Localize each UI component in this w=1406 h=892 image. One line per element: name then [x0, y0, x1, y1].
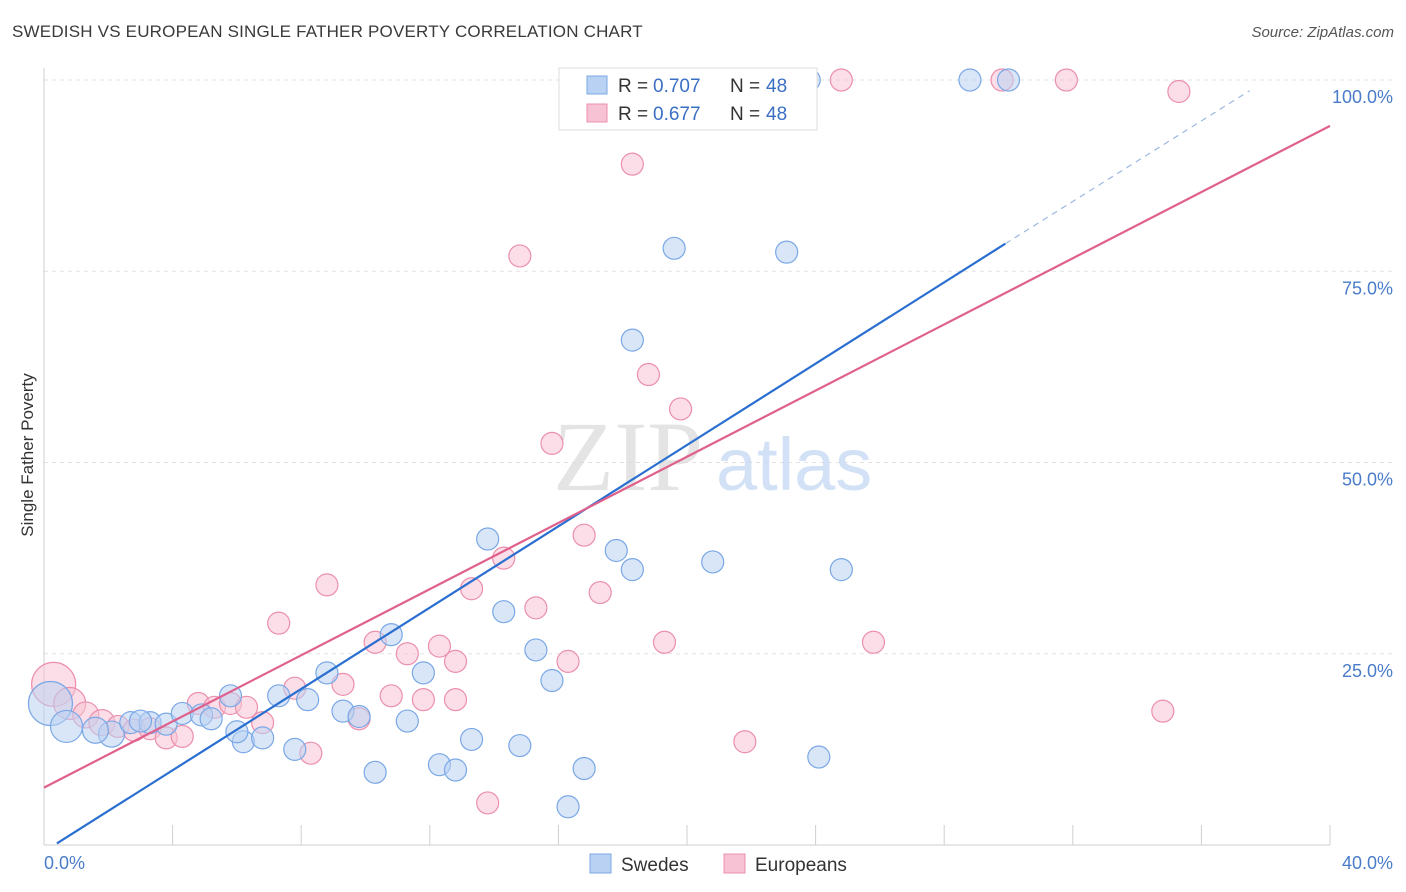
- point-swedes-20: [363, 760, 387, 784]
- point-europeans-36: [652, 630, 677, 654]
- point-swedes-46: [128, 709, 153, 733]
- y-tick-labels: 25.0% 50.0% 75.0% 100.0%: [1332, 87, 1393, 681]
- trend-line-swedes-extension: [1004, 90, 1250, 245]
- trend-line-europeans: [43, 124, 1331, 789]
- legend-r-value-swedes: 0.707: [653, 76, 701, 97]
- top-legend: R = 0.707 N = 48 R = 0.677 N = 48: [558, 67, 818, 131]
- point-europeans-43: [1167, 79, 1191, 104]
- point-europeans-47: [443, 688, 468, 712]
- point-europeans-27: [476, 791, 500, 815]
- point-europeans-12: [234, 695, 259, 719]
- legend-n-value-europeans: 48: [766, 104, 787, 125]
- y-axis-label: Single Father Poverty: [18, 373, 37, 537]
- top-legend-swatch-swedes: [586, 75, 608, 95]
- point-swedes-40: [829, 557, 853, 582]
- point-europeans-25: [443, 649, 468, 674]
- point-swedes-25: [459, 727, 484, 752]
- point-swedes-36: [662, 236, 686, 260]
- point-europeans-33: [588, 580, 612, 605]
- point-swedes-24: [443, 758, 468, 782]
- point-swedes-41: [958, 68, 982, 92]
- point-europeans-18: [331, 672, 355, 696]
- watermark: ZIP atlas: [553, 401, 872, 512]
- point-swedes-27: [492, 600, 516, 624]
- point-europeans-22: [395, 642, 419, 666]
- point-europeans-38: [508, 244, 532, 268]
- series-swedes-points: [27, 68, 1021, 819]
- point-swedes-35: [620, 328, 644, 352]
- point-europeans-30: [540, 431, 564, 455]
- point-europeans-35: [636, 362, 661, 387]
- source-credit: Source: ZipAtlas.com: [1251, 24, 1394, 41]
- point-swedes-26: [476, 527, 500, 551]
- point-swedes-33: [604, 538, 628, 563]
- axes: [43, 68, 1331, 846]
- point-europeans-17: [315, 573, 339, 597]
- bottom-legend-swatch-swedes: [589, 853, 612, 874]
- bottom-legend: Swedes Europeans: [589, 853, 847, 876]
- bottom-legend-label-europeans: Europeans: [755, 855, 847, 876]
- y-tick-label-0: 25.0%: [1342, 661, 1393, 681]
- point-swedes-28: [508, 733, 532, 758]
- point-europeans-14: [267, 611, 291, 635]
- legend-r-label-swedes: R =: [618, 76, 648, 97]
- point-europeans-41: [1054, 68, 1078, 92]
- bottom-legend-label-swedes: Swedes: [621, 855, 689, 876]
- point-swedes-3: [81, 716, 110, 744]
- legend-n-value-swedes: 48: [766, 76, 787, 97]
- point-europeans-40: [861, 630, 886, 654]
- point-europeans-31: [556, 649, 580, 674]
- point-swedes-31: [556, 795, 580, 819]
- point-europeans-34: [620, 152, 644, 176]
- x-tick-label-max: 40.0%: [1342, 853, 1393, 873]
- point-swedes-30: [540, 668, 564, 693]
- point-swedes-1: [49, 709, 84, 744]
- point-swedes-21: [395, 709, 419, 733]
- bottom-legend-swatch-europeans: [723, 853, 746, 874]
- point-swedes-32: [572, 756, 596, 781]
- legend-r-label-europeans: R =: [618, 104, 648, 125]
- point-swedes-9: [199, 707, 223, 731]
- point-swedes-14: [283, 737, 307, 761]
- y-tick-label-1: 50.0%: [1342, 470, 1393, 490]
- point-europeans-29: [524, 596, 548, 620]
- point-europeans-24: [427, 634, 452, 658]
- point-europeans-37: [668, 397, 693, 421]
- legend-r-value-europeans: 0.677: [653, 104, 701, 125]
- x-tick-label-min: 0.0%: [44, 853, 85, 873]
- x-tick-labels: 0.0% 40.0%: [44, 853, 1393, 873]
- point-europeans-21: [379, 684, 403, 708]
- gridlines: [44, 79, 1392, 655]
- chart-title: SWEDISH VS EUROPEAN SINGLE FATHER POVERT…: [12, 22, 643, 41]
- point-europeans-39: [733, 730, 757, 754]
- point-swedes-18: [347, 704, 371, 729]
- point-europeans-32: [572, 523, 596, 547]
- legend-n-label-swedes: N =: [730, 76, 760, 97]
- legend-n-label-europeans: N =: [730, 104, 760, 125]
- point-europeans-23: [411, 688, 435, 712]
- trend-line-swedes: [56, 242, 1006, 845]
- point-swedes-42: [996, 68, 1021, 92]
- point-swedes-10: [218, 684, 243, 708]
- point-europeans-46: [829, 68, 853, 92]
- point-swedes-39: [807, 745, 831, 769]
- point-swedes-15: [296, 688, 320, 712]
- point-swedes-34: [620, 557, 644, 582]
- point-swedes-12: [251, 726, 275, 750]
- y-tick-label-2: 75.0%: [1342, 278, 1393, 298]
- point-europeans-8: [170, 724, 194, 748]
- trend-lines: [43, 90, 1331, 845]
- point-swedes-37: [701, 550, 725, 574]
- point-swedes-38: [775, 240, 799, 264]
- watermark-atlas: atlas: [716, 423, 872, 506]
- y-tick-label-3: 100.0%: [1332, 87, 1393, 107]
- point-europeans-42: [1151, 699, 1175, 723]
- point-swedes-29: [524, 638, 548, 662]
- top-legend-swatch-europeans: [586, 103, 608, 123]
- point-swedes-22: [411, 661, 435, 685]
